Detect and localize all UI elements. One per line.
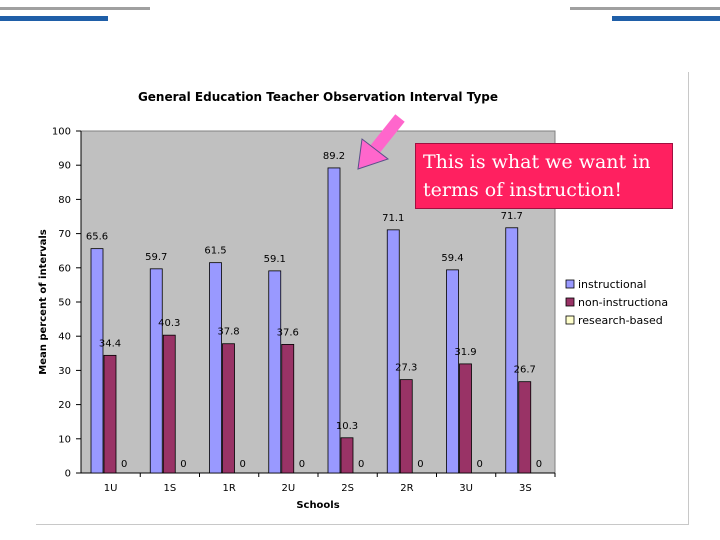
data-label: 34.4 bbox=[99, 338, 121, 349]
y-tick-label: 80 bbox=[58, 195, 71, 206]
bar-instructional bbox=[209, 262, 222, 474]
y-axis-label: Mean percent of intervals bbox=[38, 229, 49, 374]
legend-swatch bbox=[565, 315, 575, 325]
bar-non-instructiona bbox=[162, 334, 176, 474]
x-tick-label: 2U bbox=[282, 483, 296, 494]
y-tick-label: 0 bbox=[65, 469, 71, 480]
chart-frame: General Education Teacher Observation In… bbox=[36, 72, 689, 525]
y-tick-label: 90 bbox=[58, 161, 71, 172]
data-label: 0 bbox=[180, 459, 186, 470]
legend-swatch bbox=[565, 279, 575, 289]
y-tick-label: 30 bbox=[58, 366, 71, 377]
bar-instructional bbox=[446, 269, 459, 474]
data-label: 0 bbox=[240, 459, 246, 470]
data-label: 37.6 bbox=[277, 327, 299, 338]
bar-instructional bbox=[90, 248, 104, 474]
top-right-accent-thick bbox=[612, 16, 720, 21]
bar-instructional bbox=[327, 167, 341, 474]
bar-non-instructiona bbox=[399, 379, 413, 474]
bar-instructional bbox=[149, 268, 163, 474]
bar-non-instructiona bbox=[103, 354, 117, 474]
bar-non-instructiona bbox=[222, 343, 235, 474]
legend-entry: instructional bbox=[578, 278, 646, 291]
bar-instructional bbox=[268, 270, 282, 474]
bar-non-instructiona bbox=[518, 381, 532, 474]
data-label: 71.1 bbox=[382, 213, 404, 224]
legend-entry: non-instructiona bbox=[578, 296, 668, 309]
data-label: 59.4 bbox=[441, 253, 463, 264]
callout-arrow-shaft bbox=[367, 114, 405, 157]
data-label: 27.3 bbox=[395, 363, 417, 374]
y-tick-label: 70 bbox=[58, 229, 71, 240]
data-label: 71.7 bbox=[501, 211, 523, 222]
data-label: 40.3 bbox=[158, 318, 180, 329]
bar-instructional bbox=[386, 229, 400, 474]
data-label: 0 bbox=[417, 459, 423, 470]
y-tick-label: 50 bbox=[58, 298, 71, 309]
legend-swatch bbox=[565, 297, 575, 307]
data-label: 0 bbox=[536, 459, 542, 470]
x-axis-label: Schools bbox=[296, 500, 339, 511]
bar-non-instructiona bbox=[281, 344, 295, 474]
bar-chart: General Education Teacher Observation In… bbox=[38, 90, 668, 511]
data-label: 0 bbox=[121, 459, 127, 470]
bar-instructional bbox=[505, 227, 519, 474]
data-label: 26.7 bbox=[514, 365, 536, 376]
top-left-accent-thick bbox=[0, 16, 108, 21]
y-tick-label: 20 bbox=[58, 400, 71, 411]
data-label: 0 bbox=[358, 459, 364, 470]
legend-entry: research-based bbox=[578, 314, 663, 327]
callout-box: This is what we want in terms of instruc… bbox=[415, 143, 673, 209]
x-tick-label: 3U bbox=[459, 483, 473, 494]
x-tick-label: 3S bbox=[519, 483, 532, 494]
data-label: 59.7 bbox=[145, 252, 167, 263]
x-tick-label: 2S bbox=[341, 483, 354, 494]
data-label: 65.6 bbox=[86, 232, 108, 243]
y-tick-label: 10 bbox=[58, 434, 71, 445]
top-left-accent-thin bbox=[0, 7, 150, 10]
bar-non-instructiona bbox=[340, 437, 354, 474]
chart-title: General Education Teacher Observation In… bbox=[138, 90, 498, 104]
y-tick-label: 40 bbox=[58, 332, 71, 343]
x-tick-label: 2R bbox=[400, 483, 413, 494]
x-tick-label: 1U bbox=[104, 483, 118, 494]
data-label: 31.9 bbox=[454, 347, 476, 358]
data-label: 0 bbox=[299, 459, 305, 470]
callout-text: This is what we want in terms of instruc… bbox=[423, 151, 651, 201]
callout-arrow-head bbox=[357, 138, 390, 170]
data-label: 61.5 bbox=[204, 246, 226, 257]
x-tick-label: 1R bbox=[222, 483, 235, 494]
x-tick-label: 1S bbox=[164, 483, 177, 494]
data-label: 59.1 bbox=[264, 254, 286, 265]
data-label: 37.8 bbox=[217, 327, 239, 338]
data-label: 0 bbox=[477, 459, 483, 470]
bar-non-instructiona bbox=[459, 363, 472, 474]
data-label: 10.3 bbox=[336, 421, 358, 432]
data-label: 89.2 bbox=[323, 151, 345, 162]
y-tick-label: 100 bbox=[52, 127, 71, 138]
y-tick-label: 60 bbox=[58, 263, 71, 274]
top-right-accent-thin bbox=[570, 7, 720, 10]
